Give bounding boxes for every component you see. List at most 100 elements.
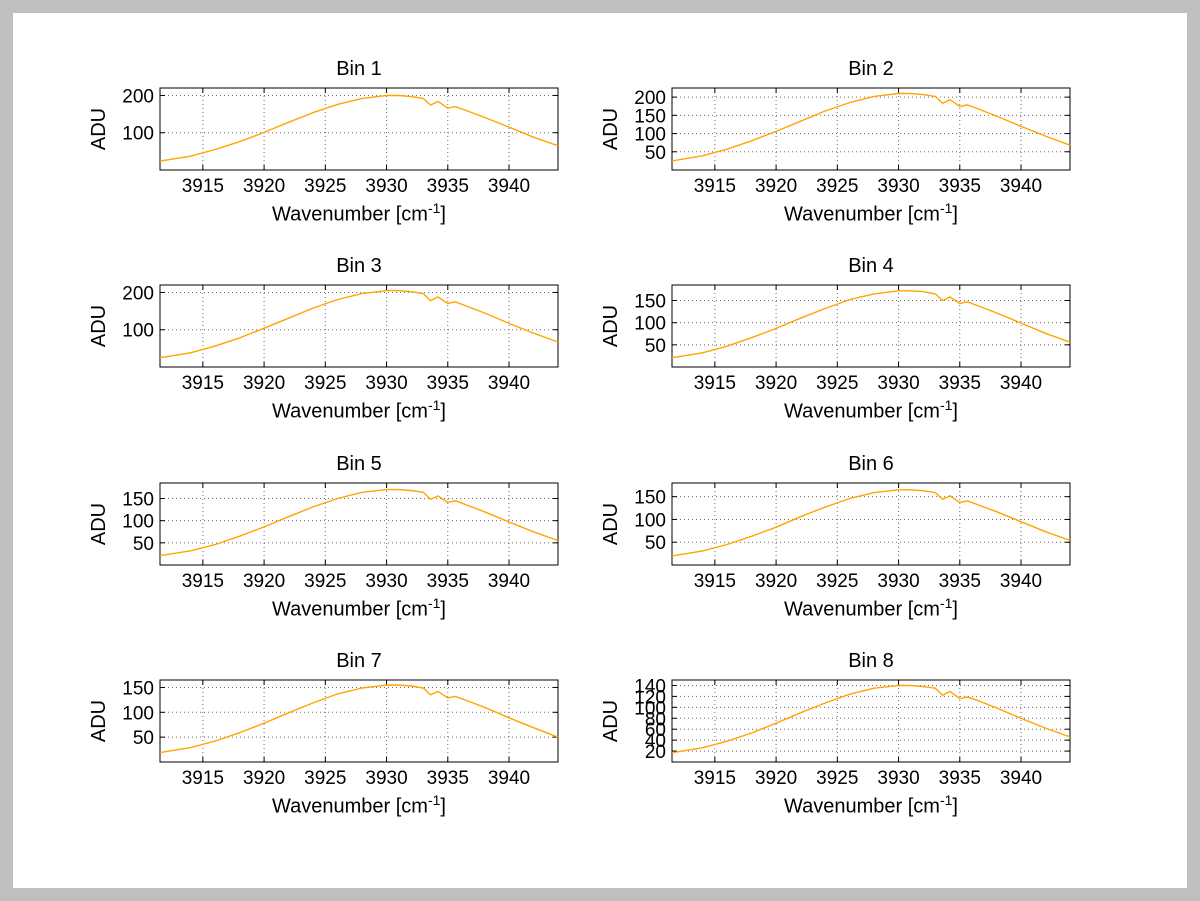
x-tick-label: 3930 xyxy=(365,176,407,197)
x-tick-label: 3920 xyxy=(243,176,285,197)
x-tick-label: 3930 xyxy=(877,373,919,394)
x-axis-label-exponent: -1 xyxy=(427,595,441,611)
x-tick-label: 3925 xyxy=(816,373,858,394)
subplot-bin-1: Bin 1 ADU 3915 3920 3925 3930 3935 3940 100 200… xyxy=(40,58,580,258)
axes-box xyxy=(671,87,1071,171)
chart-title: Bin 4 xyxy=(848,255,894,277)
y-tick-label: 100 xyxy=(634,314,666,335)
x-tick-label: 3915 xyxy=(694,373,736,394)
x-tick-label: 3940 xyxy=(488,373,530,394)
spectrum-curve xyxy=(159,94,559,162)
x-tick-label: 3920 xyxy=(755,768,797,789)
x-axis-label-close: ] xyxy=(440,598,446,621)
y-tick-label: 100 xyxy=(122,703,154,724)
chart-title: Bin 7 xyxy=(336,650,382,672)
x-axis-label-close: ] xyxy=(952,203,958,226)
x-tick-label: 3920 xyxy=(755,373,797,394)
x-axis-label-close: ] xyxy=(952,400,958,423)
x-axis-label: Wavenumber [cm-1] xyxy=(160,595,558,622)
x-tick-label: 3935 xyxy=(427,176,469,197)
axes-box xyxy=(159,679,559,763)
axes-box xyxy=(159,284,559,368)
x-tick-label: 3930 xyxy=(365,768,407,789)
axes-box xyxy=(671,284,1071,368)
subplot-bin-6: Bin 6 ADU 3915 3920 3925 3930 3935 3940 50 100 1… xyxy=(552,453,1092,653)
y-tick-label: 200 xyxy=(634,88,666,109)
x-axis-label-close: ] xyxy=(440,400,446,423)
y-tick-label: 40 xyxy=(645,731,666,752)
x-tick-label: 3930 xyxy=(365,373,407,394)
spectrum-curve xyxy=(671,92,1071,162)
y-tick-label: 50 xyxy=(645,336,666,357)
y-tick-label: 60 xyxy=(645,720,666,741)
subplot-bin-4: Bin 4 ADU 3915 3920 3925 3930 3935 3940 50 100 1… xyxy=(552,255,1092,455)
y-tick-label: 200 xyxy=(122,283,154,304)
y-tick-label: 120 xyxy=(634,687,666,708)
x-axis-label-exponent: -1 xyxy=(939,200,953,216)
subplot-bin-7: Bin 7 ADU 3915 3920 3925 3930 3935 3940 50 100 1… xyxy=(40,650,580,850)
x-tick-label: 3915 xyxy=(694,768,736,789)
subplot-bin-3: Bin 3 ADU 3915 3920 3925 3930 3935 3940 100 200… xyxy=(40,255,580,455)
y-tick-label: 50 xyxy=(133,534,154,555)
x-tick-label: 3935 xyxy=(427,768,469,789)
x-axis-label-exponent: -1 xyxy=(427,200,441,216)
chart-title: Bin 5 xyxy=(336,453,382,475)
spectrum-curve xyxy=(671,489,1071,557)
axes-box xyxy=(671,679,1071,763)
x-tick-label: 3930 xyxy=(365,571,407,592)
plot-area: 3915 3920 3925 3930 3935 3940 2040608010012014… xyxy=(634,678,1071,789)
spectrum-curve xyxy=(671,290,1071,359)
x-axis-label-exponent: -1 xyxy=(427,792,441,808)
x-axis-label: Wavenumber [cm-1] xyxy=(672,200,1070,227)
x-tick-label: 3920 xyxy=(243,571,285,592)
x-axis-label-exponent: -1 xyxy=(939,595,953,611)
y-tick-label: 20 xyxy=(645,742,666,763)
x-tick-label: 3930 xyxy=(877,571,919,592)
x-tick-label: 3925 xyxy=(304,768,346,789)
x-tick-label: 3935 xyxy=(939,768,981,789)
y-tick-label: 50 xyxy=(645,143,666,164)
x-axis-label: Wavenumber [cm-1] xyxy=(160,792,558,819)
y-tick-label: 100 xyxy=(122,124,154,145)
x-axis-label-text: Wavenumber [cm xyxy=(272,795,428,818)
axes-box xyxy=(671,482,1071,566)
x-axis-label-exponent: -1 xyxy=(427,397,441,413)
x-tick-label: 3925 xyxy=(816,176,858,197)
y-tick-label: 150 xyxy=(634,488,666,509)
x-tick-label: 3940 xyxy=(488,768,530,789)
x-axis-label: Wavenumber [cm-1] xyxy=(160,200,558,227)
x-tick-label: 3925 xyxy=(816,571,858,592)
x-axis-label-close: ] xyxy=(952,795,958,818)
x-axis-label-text: Wavenumber [cm xyxy=(784,400,940,423)
x-tick-label: 3915 xyxy=(182,176,224,197)
x-tick-label: 3940 xyxy=(1000,571,1042,592)
x-axis-label-close: ] xyxy=(440,203,446,226)
x-axis-label-text: Wavenumber [cm xyxy=(784,795,940,818)
y-tick-label: 100 xyxy=(122,512,154,533)
y-tick-label: 80 xyxy=(645,709,666,730)
x-tick-label: 3935 xyxy=(427,571,469,592)
x-tick-label: 3940 xyxy=(488,176,530,197)
axes-box xyxy=(159,87,559,171)
chart-title: Bin 3 xyxy=(336,255,382,277)
x-tick-label: 3925 xyxy=(816,768,858,789)
plot-area: 3915 3920 3925 3930 3935 3940 100 200 xyxy=(122,86,559,197)
x-tick-label: 3935 xyxy=(427,373,469,394)
y-tick-label: 50 xyxy=(645,533,666,554)
x-tick-label: 3925 xyxy=(304,373,346,394)
y-tick-label: 140 xyxy=(634,678,666,697)
spectrum-curve xyxy=(159,684,559,754)
x-axis-label: Wavenumber [cm-1] xyxy=(160,397,558,424)
x-tick-label: 3940 xyxy=(1000,373,1042,394)
x-tick-label: 3925 xyxy=(304,176,346,197)
x-tick-label: 3915 xyxy=(694,176,736,197)
x-axis-label-text: Wavenumber [cm xyxy=(784,598,940,621)
x-axis-label: Wavenumber [cm-1] xyxy=(672,792,1070,819)
x-tick-label: 3920 xyxy=(755,571,797,592)
x-tick-label: 3940 xyxy=(1000,176,1042,197)
x-tick-label: 3915 xyxy=(182,768,224,789)
y-tick-label: 150 xyxy=(122,678,154,699)
